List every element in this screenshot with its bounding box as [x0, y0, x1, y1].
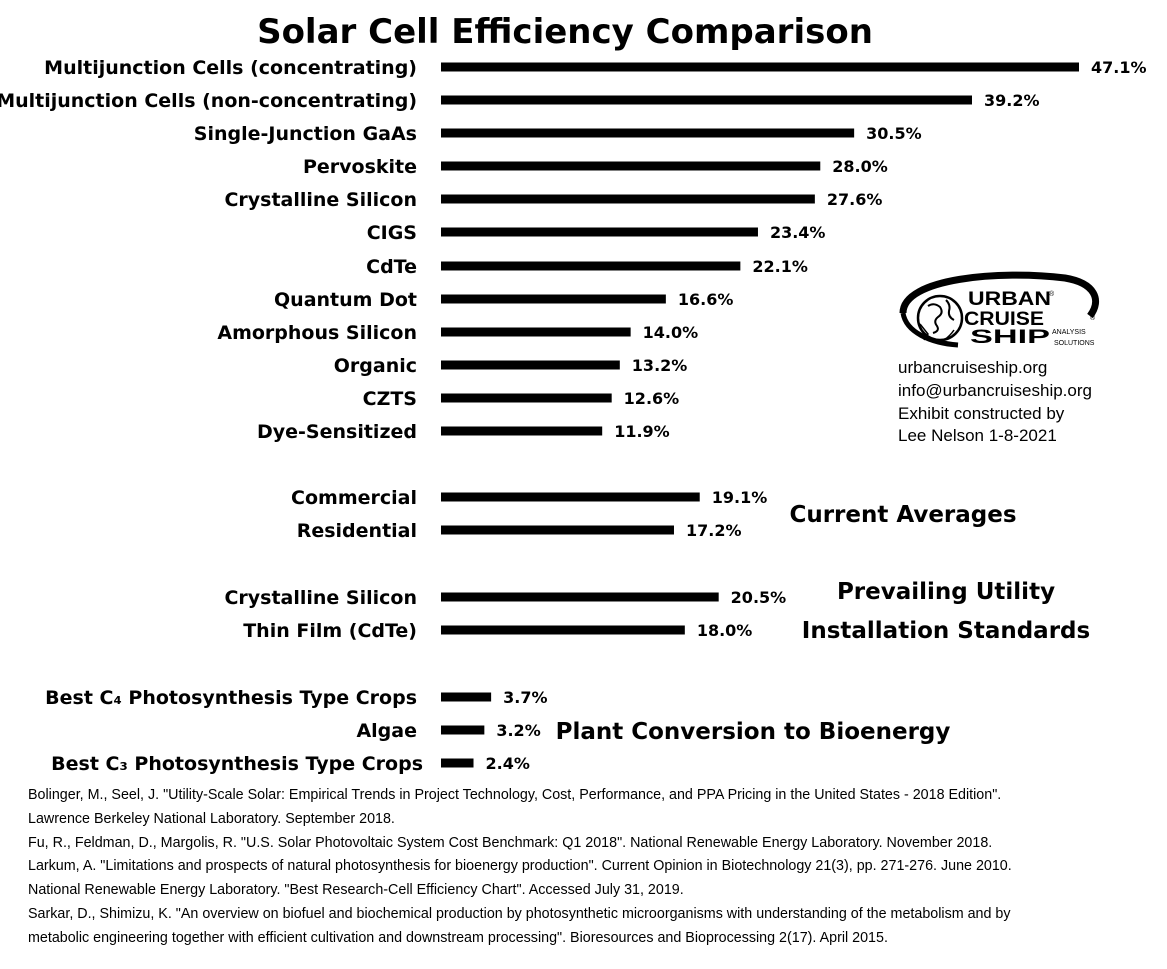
category-label: Crystalline Silicon — [224, 587, 417, 609]
category-label: Amorphous Silicon — [217, 322, 417, 344]
bar — [441, 525, 674, 535]
bar — [441, 128, 855, 138]
group-label: Current Averages — [789, 502, 1016, 528]
category-label: Crystalline Silicon — [224, 189, 417, 211]
category-label: Organic — [334, 355, 417, 377]
reference-line: Fu, R., Feldman, D., Margolis, R. "U.S. … — [28, 834, 993, 851]
bar — [441, 492, 700, 502]
category-label: Algae — [356, 720, 417, 742]
category-label: Commercial — [291, 487, 417, 509]
reference-line: Bolinger, M., Seel, J. "Utility-Scale So… — [28, 787, 1002, 803]
bar — [441, 592, 719, 602]
info-line: Exhibit constructed by — [898, 404, 1065, 423]
category-label: Pervoskite — [303, 156, 417, 178]
value-label: 22.1% — [752, 257, 808, 276]
category-label: CdTe — [366, 256, 417, 278]
value-label: 3.2% — [496, 721, 540, 740]
value-label: 39.2% — [984, 91, 1040, 110]
value-label: 27.6% — [827, 190, 883, 209]
category-label: Single-Junction GaAs — [194, 123, 417, 145]
reference-line: Sarkar, D., Shimizu, K. "An overview on … — [28, 905, 1011, 922]
bar — [441, 426, 603, 436]
bar — [441, 625, 685, 635]
bar — [441, 360, 620, 370]
bar — [441, 261, 741, 271]
value-label: 3.7% — [503, 688, 547, 707]
reference-line: metabolic engineering together with effi… — [28, 929, 888, 946]
bar — [441, 161, 821, 171]
value-label: 23.4% — [770, 223, 826, 242]
value-label: 19.1% — [712, 488, 768, 507]
value-label: 13.2% — [632, 356, 688, 375]
bar — [441, 327, 631, 337]
logo-line-1: URBAN — [968, 289, 1051, 310]
bar — [441, 95, 972, 105]
bar — [441, 758, 474, 768]
bar — [441, 227, 758, 237]
efficiency-chart: Solar Cell Efficiency Comparison Multiju… — [0, 12, 1147, 775]
category-label: Thin Film (CdTe) — [243, 620, 417, 642]
category-label: Multijunction Cells (non-concentrating) — [0, 90, 417, 112]
value-label: 14.0% — [643, 323, 699, 342]
category-label: Best C₄ Photosynthesis Type Crops — [45, 687, 417, 709]
globe-ship-icon — [899, 271, 1100, 348]
category-label: Dye-Sensitized — [257, 421, 417, 443]
logo-line-2: CRUISE — [964, 309, 1044, 330]
group-label: Plant Conversion to Bioenergy — [556, 719, 951, 745]
chart-title: Solar Cell Efficiency Comparison — [257, 12, 873, 52]
logo: URBAN CRUISE SHIP ANALYSIS SOLUTIONS ® ® — [899, 271, 1100, 348]
category-label: Residential — [297, 520, 417, 542]
reference-line: Lawrence Berkeley National Laboratory. S… — [28, 810, 395, 827]
value-label: 47.1% — [1091, 58, 1147, 77]
group-label: Installation Standards — [802, 618, 1090, 644]
bars-layer: Multijunction Cells (concentrating) 47.1%… — [0, 57, 1147, 775]
value-label: 18.0% — [697, 621, 753, 640]
bar — [441, 294, 666, 304]
group-labels: Current Averages Prevailing Utility Instal… — [556, 502, 1091, 745]
reference-line: National Renewable Energy Laboratory. "B… — [28, 882, 684, 899]
references: Bolinger, M., Seel, J. "Utility-Scale So… — [28, 784, 1153, 951]
reference-line: Larkum, A. "Limitations and prospects of… — [28, 858, 1012, 875]
bar — [441, 725, 485, 735]
value-label: 17.2% — [686, 521, 742, 540]
info-line: urbancruiseship.org — [898, 358, 1047, 377]
value-label: 11.9% — [614, 422, 670, 441]
info-line: Lee Nelson 1-8-2021 — [898, 426, 1057, 445]
bar — [441, 393, 612, 403]
category-label: Quantum Dot — [274, 289, 417, 311]
value-label: 28.0% — [832, 157, 888, 176]
logo-tag-1: ANALYSIS — [1052, 329, 1086, 336]
category-label: CZTS — [363, 388, 417, 410]
category-label: CIGS — [367, 222, 417, 244]
value-label: 2.4% — [486, 754, 530, 773]
logo-tag-2: SOLUTIONS — [1054, 340, 1095, 347]
value-label: 16.6% — [678, 290, 734, 309]
value-label: 20.5% — [731, 588, 787, 607]
info-block: urbancruiseship.org info@urbancruiseship… — [898, 358, 1092, 445]
value-label: 12.6% — [624, 389, 680, 408]
bar — [441, 194, 815, 204]
registered-mark-2: ® — [1090, 314, 1096, 322]
group-label: Prevailing Utility — [837, 579, 1055, 605]
info-line: info@urbancruiseship.org — [898, 381, 1092, 400]
registered-mark: ® — [1049, 290, 1055, 298]
bar — [441, 62, 1079, 72]
category-label: Multijunction Cells (concentrating) — [44, 57, 417, 79]
value-label: 30.5% — [866, 124, 922, 143]
bar — [441, 692, 492, 702]
logo-line-3: SHIP — [970, 327, 1051, 348]
category-label: Best C₃ Photosynthesis Type Crops — [51, 753, 423, 775]
